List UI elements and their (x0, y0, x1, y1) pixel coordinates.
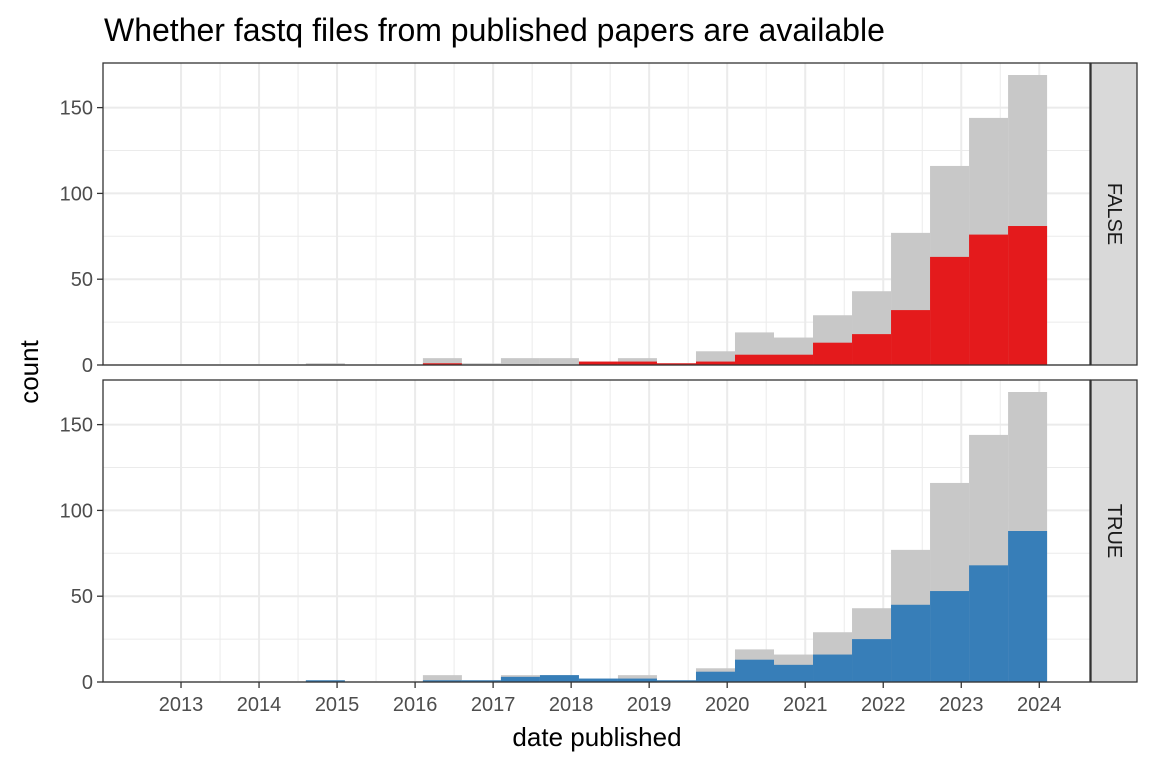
x-tick-label: 2018 (549, 694, 594, 716)
count-bar-true (852, 639, 892, 682)
y-tick-label: 150 (60, 98, 93, 120)
y-tick-label: 50 (71, 269, 93, 291)
count-bar-false (656, 363, 696, 365)
facet-strip (1090, 379, 1138, 683)
count-bar-true (500, 676, 540, 682)
count-bar-true (656, 680, 696, 682)
x-tick-label: 2014 (237, 694, 282, 716)
panel-border (102, 379, 1091, 683)
facet-panel-false: 0 50 100 150 FALSE (60, 62, 1138, 377)
facet-strip-label: FALSE (1103, 183, 1125, 245)
count-bar-true (1008, 531, 1048, 682)
count-bar-false (774, 354, 814, 365)
total-count-bar (422, 675, 462, 682)
x-axis: 2013 2014 2015 2016 2017 2018 2019 2020 2021 2022… (159, 682, 1062, 716)
count-bar-false (1008, 226, 1048, 365)
total-count-bar (422, 358, 462, 365)
y-tick-label: 0 (82, 355, 93, 377)
x-tick-label: 2016 (393, 694, 438, 716)
count-bar-true (305, 680, 345, 682)
x-tick-label: 2019 (627, 694, 672, 716)
count-bar-false (813, 342, 853, 365)
y-tick-label: 100 (60, 500, 93, 522)
y-tick-label: 150 (60, 415, 93, 437)
count-bar-true (813, 654, 853, 682)
count-bar-false (422, 363, 462, 365)
total-count-bar (461, 363, 501, 365)
total-count-bar (500, 358, 540, 365)
y-tick-label: 0 (82, 672, 93, 694)
count-bar-true (969, 565, 1009, 682)
x-tick-label: 2020 (705, 694, 750, 716)
facet-panels: 0 50 100 150 FALSE 0 50 100 150 TRUE (60, 62, 1138, 694)
x-tick-label: 2013 (159, 694, 204, 716)
count-bar-true (422, 680, 462, 682)
count-bar-false (930, 256, 970, 365)
total-count-bar (539, 358, 579, 365)
count-bar-false (969, 234, 1009, 365)
x-tick-label: 2023 (939, 694, 984, 716)
count-bar-true (930, 591, 970, 682)
x-tick-label: 2021 (783, 694, 828, 716)
y-tick-label: 50 (71, 586, 93, 608)
y-tick-label: 100 (60, 183, 93, 205)
facet-panel-true: 0 50 100 150 TRUE (60, 379, 1138, 694)
count-bar-true (461, 680, 501, 682)
count-bar-false (617, 361, 657, 365)
panel-border (102, 62, 1091, 366)
y-axis-title: count (14, 339, 44, 403)
count-bar-false (852, 334, 892, 365)
count-bar-true (734, 659, 775, 682)
count-bar-false (891, 310, 931, 365)
count-bar-true (578, 678, 618, 682)
chart-title: Whether fastq files from published paper… (104, 12, 885, 48)
count-bar-true (539, 675, 579, 682)
count-bar-false (695, 361, 735, 365)
count-bar-true (617, 678, 657, 682)
count-bar-false (734, 354, 775, 365)
count-bar-true (695, 671, 735, 682)
total-count-bar (305, 363, 345, 365)
x-axis-title: date published (512, 722, 681, 752)
facet-strip-label: TRUE (1103, 504, 1125, 558)
x-tick-label: 2015 (315, 694, 360, 716)
x-tick-label: 2022 (861, 694, 906, 716)
x-tick-label: 2024 (1017, 694, 1062, 716)
count-bar-false (578, 361, 618, 365)
x-tick-label: 2017 (471, 694, 516, 716)
count-bar-true (774, 664, 814, 682)
count-bar-true (891, 604, 931, 682)
facet-strip (1090, 62, 1138, 366)
